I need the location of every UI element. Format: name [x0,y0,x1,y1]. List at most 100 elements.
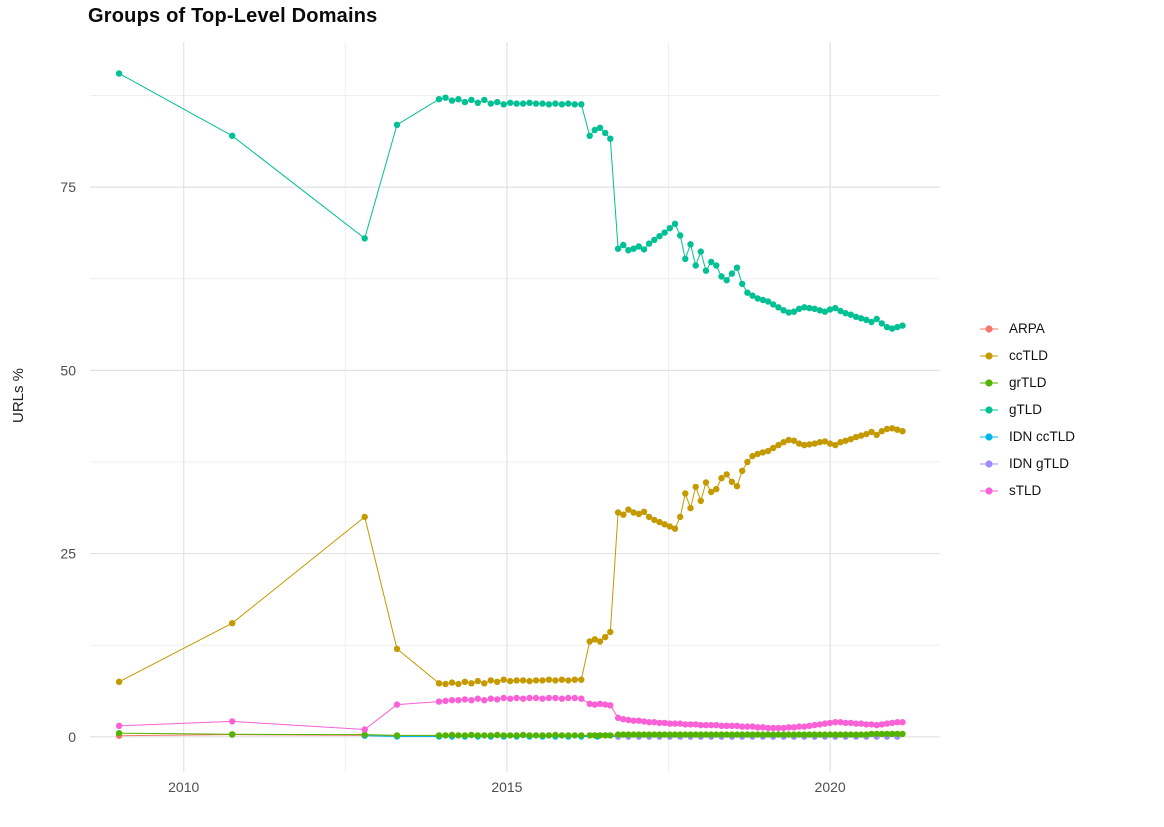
data-point [481,96,488,104]
data-point [635,731,642,738]
data-point [602,732,609,739]
data-point [702,721,710,729]
data-point [552,100,559,107]
data-point [790,308,798,315]
data-point [811,305,818,312]
data-point [500,732,507,739]
data-point [507,695,514,702]
data-point [780,724,787,732]
data-point [899,428,906,435]
data-point [602,129,609,137]
data-point [889,325,896,332]
data-point [883,425,891,433]
data-point [640,246,648,253]
data-point [744,723,751,730]
data-point [487,100,494,107]
data-point [545,694,553,702]
data-point [821,720,829,727]
data-point [754,724,761,731]
data-point [442,697,449,705]
data-point [857,315,865,322]
data-point [481,680,488,687]
data-point [602,701,609,708]
data-point [651,719,658,726]
data-point [519,695,527,702]
data-point [571,101,578,108]
data-point [607,628,614,636]
data-point [671,720,679,727]
data-point [645,513,653,521]
data-point [873,721,880,729]
data-point [435,680,443,687]
data-point [455,732,462,739]
data-point [702,479,710,486]
data-point [775,441,782,449]
data-point [852,731,860,738]
data-point [620,716,627,723]
data-point [883,323,891,331]
data-point [873,730,880,738]
data-point [826,719,834,727]
data-point [868,721,875,728]
data-point [513,100,520,107]
data-point [790,731,798,738]
data-point [596,700,604,707]
data-point [666,523,673,530]
data-point [795,440,803,447]
data-point [620,511,627,518]
y-axis-labels: 0 25 50 75 [60,179,76,745]
data-point [816,721,823,728]
data-point [733,264,741,271]
data-point [461,98,469,106]
data-point [448,731,456,739]
data-point [656,233,663,240]
data-point [565,677,572,684]
data-point [614,731,622,738]
data-point [519,677,527,684]
x-tick-label: 2020 [815,779,846,795]
data-point [785,436,792,444]
data-point [640,508,648,515]
data-point [513,694,520,702]
data-point [842,731,849,738]
legend-key-icon [980,324,998,333]
data-point [620,731,627,738]
data-point [539,695,546,702]
data-point [671,731,679,738]
data-point [775,724,782,732]
data-point [692,731,699,738]
data-point [718,731,725,738]
data-point [671,525,679,532]
data-point [635,243,642,250]
data-point [728,722,736,729]
legend-key-point [985,459,993,468]
data-point [671,220,679,227]
data-point [539,100,546,107]
data-point [759,731,767,738]
data-point [759,724,767,731]
data-point [481,732,488,739]
data-point [487,677,494,684]
data-point [565,100,572,107]
data-point [894,730,901,738]
data-point [842,719,849,727]
data-point [770,301,777,308]
x-tick-label: 2015 [491,779,522,795]
data-point [749,452,756,460]
data-point [857,432,865,439]
data-point [614,509,622,516]
data-point [596,638,604,645]
data-point [759,449,767,456]
data-point [474,677,481,685]
data-point [625,506,632,513]
data-point [468,680,475,687]
data-point [571,732,578,739]
data-point [894,426,901,433]
data-point [645,731,653,738]
data-point [687,504,694,512]
data-point [552,677,559,684]
data-point [697,248,704,255]
data-point [697,721,704,729]
data-point [739,731,746,738]
